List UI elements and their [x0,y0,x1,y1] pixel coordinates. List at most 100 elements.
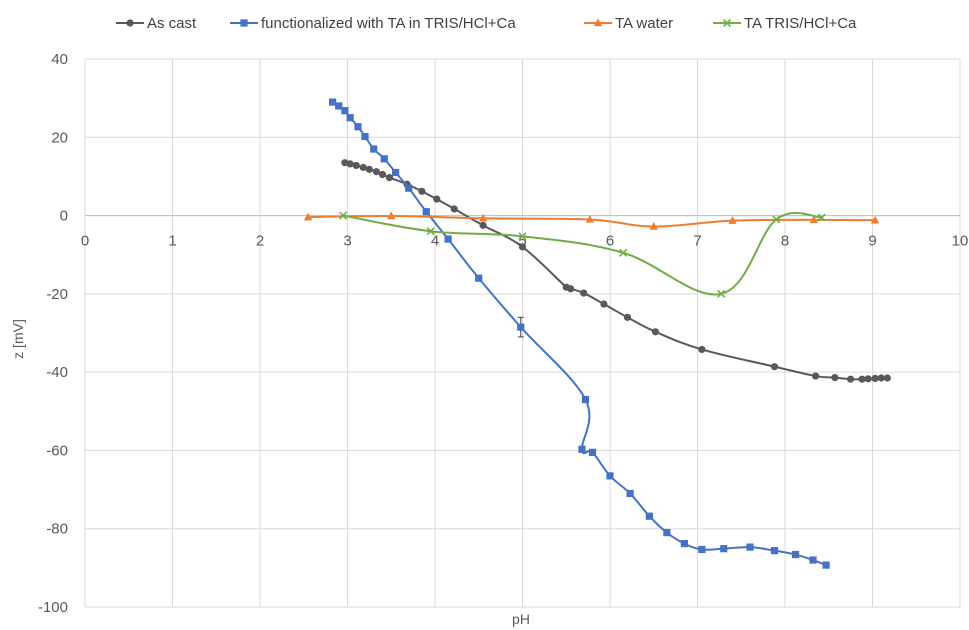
data-point [335,102,343,110]
data-point [858,375,866,383]
data-point [831,374,839,382]
data-point [791,550,800,559]
data-point [433,195,441,203]
x-tick-label: 4 [431,233,439,250]
legend-marker [593,18,603,27]
legend-label: functionalized with TA in TRIS/HCl+Ca [261,15,516,32]
data-point [588,448,597,456]
data-point [870,215,880,224]
legend-item: As cast [116,15,197,32]
data-point [475,274,483,282]
series-1 [329,98,830,569]
data-point [352,161,360,170]
data-point [645,512,653,520]
x-marker-stroke [518,232,527,241]
legend-label: As cast [147,15,197,32]
series-line [342,211,822,296]
data-point [361,132,369,141]
chart-legend: As cast functionalized with TA in TRIS/HC… [116,15,857,32]
series-0 [341,159,891,383]
x-tick-label: 8 [781,233,789,250]
legend-marker [126,19,134,27]
data-point [346,114,354,122]
data-point [580,289,588,297]
data-point [385,174,394,182]
data-point [817,213,826,222]
legend-item: TA water [584,15,673,32]
series-2 [303,211,880,230]
y-tick-label: -40 [46,364,68,381]
y-tick-label: 40 [51,51,68,68]
x-tick-label: 9 [868,233,876,250]
data-point [372,168,380,176]
data-point [770,547,779,555]
data-point [365,165,373,173]
y-tick-label: 20 [51,129,68,146]
x-tick-label: 7 [693,233,701,250]
series-line [332,101,827,567]
data-point [864,375,872,383]
data-point [370,145,378,153]
data-point [518,232,527,241]
data-point [339,211,348,220]
data-point [649,222,658,230]
data-point [600,300,608,308]
gridlines [84,58,961,608]
data-point [422,208,430,216]
x-tick-label: 2 [256,233,264,250]
data-point [698,345,706,354]
series-3 [339,211,826,298]
data-point [581,395,590,404]
x-tick-labels: 0 1 2 3 4 5 6 7 8 9 10 [81,233,969,250]
x-tick-label: 5 [518,233,526,250]
x-marker-stroke [717,289,726,298]
x-tick-label: 1 [168,233,176,250]
data-point [812,372,820,380]
data-point [626,489,634,498]
data-point [567,285,575,293]
legend-marker [722,18,732,28]
data-point [518,243,527,251]
data-point [663,529,671,537]
data-point [578,445,586,453]
legend-label: TA water [615,15,673,32]
data-point [405,184,413,192]
x-tick-label: 0 [81,233,89,250]
data-point [809,556,817,564]
data-point [346,160,354,168]
x-marker-stroke [339,211,348,220]
data-point [426,227,435,236]
data-point [380,155,388,163]
data-point [772,215,781,224]
x-axis-title: pH [512,611,530,627]
data-point [720,545,728,553]
data-point [585,214,595,223]
data-point [623,313,632,321]
data-point [746,543,754,551]
data-point [809,215,819,224]
series-line [308,214,876,228]
y-tick-label: -60 [46,442,68,459]
data-point [883,374,891,382]
data-point [770,363,779,371]
data-point [822,561,830,569]
y-axis-title: z [mV] [10,319,26,359]
data-point [479,221,487,229]
data-point [717,289,726,298]
data-point [303,212,313,221]
legend-label: TA TRIS/HCl+Ca [744,15,857,32]
x-marker-stroke [772,215,781,224]
x-marker-stroke [619,248,628,257]
data-point [354,123,362,131]
data-point [517,323,525,331]
x-marker-stroke [817,213,826,222]
data-point [359,163,367,172]
data-point [847,375,855,383]
data-point [698,545,706,554]
data-series [303,98,891,569]
data-point [387,211,396,220]
data-point [378,170,387,179]
data-point [619,248,628,257]
y-tick-label: -20 [46,286,68,303]
